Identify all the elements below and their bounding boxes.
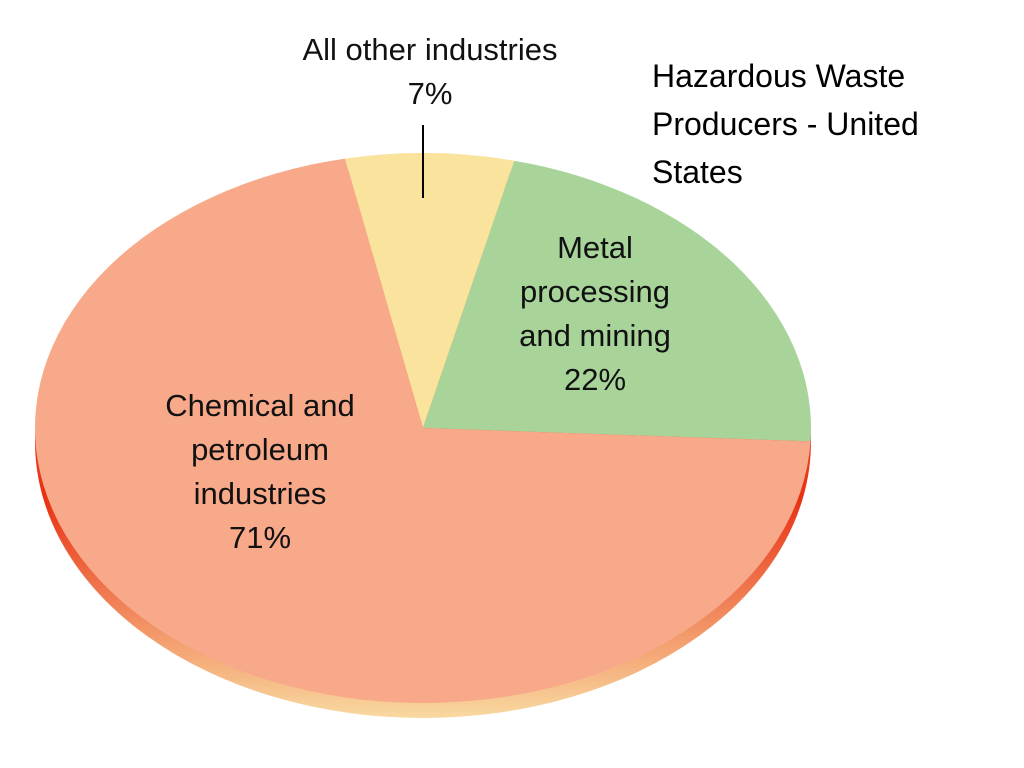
slices bbox=[35, 152, 812, 703]
value-label: 7% bbox=[407, 76, 453, 111]
category-label: Metal processing and mining bbox=[519, 230, 671, 353]
pie-slice bbox=[423, 160, 812, 442]
category-label: All other industries bbox=[302, 32, 558, 67]
slice-label: Metal processing and mining 22% bbox=[490, 226, 700, 402]
category-label: Chemical and petroleum industries bbox=[165, 388, 355, 511]
slice-label: All other industries 7% bbox=[240, 28, 620, 116]
value-label: 22% bbox=[563, 362, 627, 397]
chart-title: Hazardous Waste Producers - United State… bbox=[652, 58, 919, 190]
value-label: 71% bbox=[228, 520, 292, 555]
slice-label: Chemical and petroleum industries 71% bbox=[160, 384, 360, 560]
pie-slice bbox=[344, 152, 515, 428]
pie-slice bbox=[35, 158, 811, 703]
